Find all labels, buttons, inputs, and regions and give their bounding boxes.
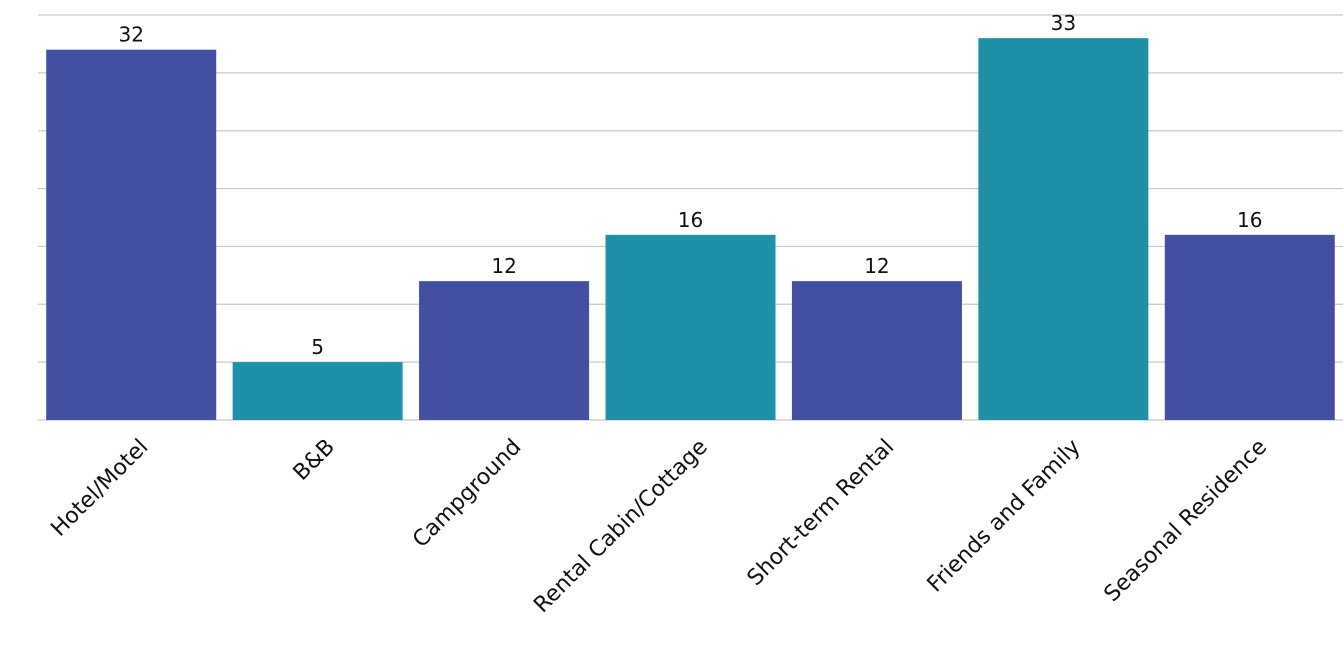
- data-label-short-term-rental: 12: [864, 254, 889, 278]
- data-label-seasonal-residence: 16: [1237, 208, 1262, 232]
- x-tick-label-friends-and-family: Friends and Family: [923, 435, 1086, 598]
- bar-friends-and-family: [978, 38, 1149, 421]
- x-tick-label-seasonal-residence: Seasonal Residence: [1100, 435, 1272, 607]
- data-label-hotel-motel: 32: [118, 23, 143, 47]
- data-label-b-b: 5: [311, 335, 324, 359]
- data-label-friends-and-family: 33: [1051, 11, 1076, 35]
- x-tick-label-hotel-motel: Hotel/Motel: [46, 435, 153, 542]
- x-tick-label-campground: Campground: [408, 435, 526, 553]
- data-label-rental-cabin-cottage: 16: [678, 208, 703, 232]
- data-labels: 32 5 12 16 12 33 16: [118, 11, 1262, 359]
- bar-seasonal-residence: [1164, 234, 1335, 420]
- data-label-campground: 12: [491, 254, 516, 278]
- bar-short-term-rental: [791, 281, 962, 420]
- bar-campground: [419, 281, 590, 420]
- x-tick-label-rental-cabin-cottage: Rental Cabin/Cottage: [529, 435, 712, 618]
- bars: [46, 38, 1335, 421]
- bar-b-b: [232, 362, 403, 420]
- bar-rental-cabin-cottage: [605, 234, 776, 420]
- x-tick-labels: Hotel/Motel B&B Campground Rental Cabin/Cot…: [46, 435, 1272, 618]
- x-tick-label-b-b: B&B: [289, 435, 340, 486]
- bar-hotel-motel: [46, 49, 217, 420]
- x-tick-label-short-term-rental: Short-term Rental: [743, 435, 899, 591]
